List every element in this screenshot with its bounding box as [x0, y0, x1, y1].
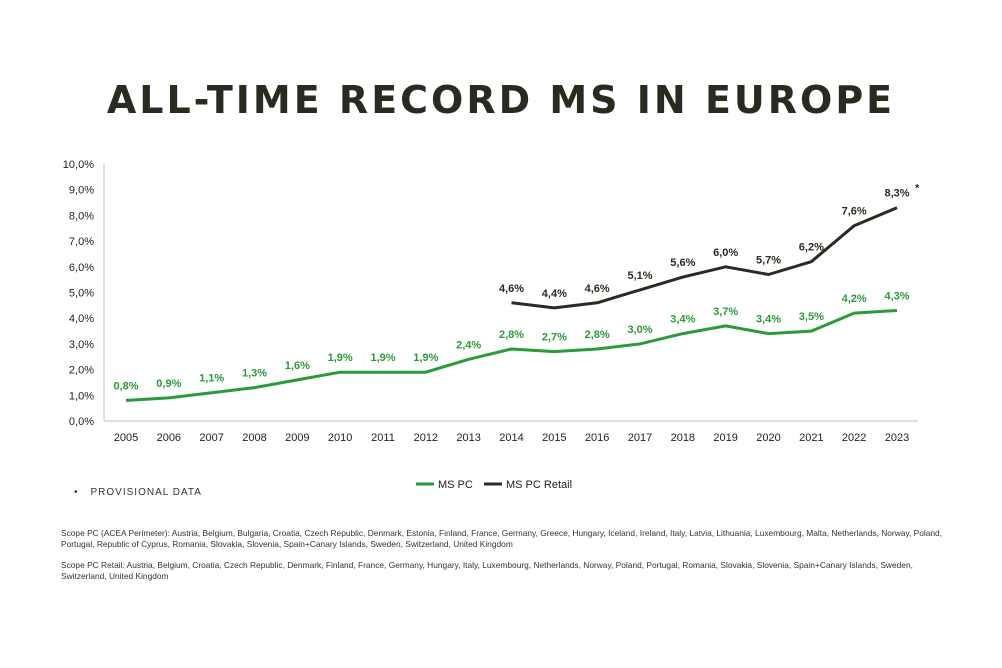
series-line-ms-pc-retail: [511, 206, 898, 310]
data-label: 2,8%: [585, 329, 610, 341]
x-tick-label: 2017: [628, 432, 652, 444]
data-label: 1,6%: [285, 360, 310, 372]
y-tick-label: 7,0%: [69, 236, 94, 248]
x-tick-label: 2013: [456, 432, 480, 444]
data-label: 5,1%: [627, 270, 652, 282]
series-line-ms-pc: [125, 309, 898, 402]
data-label: 2,7%: [542, 332, 567, 344]
y-tick-label: 10,0%: [63, 159, 94, 171]
x-tick-label: 2016: [585, 432, 609, 444]
legend-label: MS PC: [438, 479, 473, 491]
y-tick-label: 3,0%: [69, 339, 94, 351]
data-label: 4,6%: [499, 283, 524, 295]
data-label: 3,4%: [756, 314, 781, 326]
x-tick-label: 2021: [799, 432, 823, 444]
data-label: 5,7%: [756, 255, 781, 267]
x-tick-label: 2008: [242, 432, 266, 444]
data-label: 6,2%: [799, 242, 824, 254]
data-label: 5,6%: [670, 257, 695, 269]
data-label: 2,8%: [499, 329, 524, 341]
x-tick-label: 2023: [885, 432, 909, 444]
x-tick-label: 2014: [499, 432, 523, 444]
x-tick-label: 2006: [157, 432, 181, 444]
scope-pc-retail-text: Scope PC Retail: Austria, Belgium, Croat…: [61, 560, 913, 581]
data-label: 0,8%: [113, 380, 138, 392]
y-tick-label: 0,0%: [69, 416, 94, 428]
data-label: 1,9%: [370, 352, 395, 364]
data-label: 4,3%: [884, 290, 909, 302]
x-tick-label: 2015: [542, 432, 566, 444]
y-tick-label: 5,0%: [69, 288, 94, 300]
data-label: 3,4%: [670, 314, 695, 326]
data-label: 4,2%: [842, 293, 867, 305]
x-tick-label: 2022: [842, 432, 866, 444]
data-label: 2,4%: [456, 339, 481, 351]
data-label: 6,0%: [713, 247, 738, 259]
x-tick-label: 2009: [285, 432, 309, 444]
bullet: •: [74, 487, 79, 498]
x-tick-label: 2019: [713, 432, 737, 444]
x-tick-label: 2020: [756, 432, 780, 444]
y-tick-label: 1,0%: [69, 390, 94, 402]
data-label: 1,9%: [413, 352, 438, 364]
x-tick-label: 2011: [371, 432, 395, 444]
y-tick-label: 6,0%: [69, 262, 94, 274]
annotation-asterisk: *: [915, 183, 920, 195]
data-label: 8,3%: [884, 188, 909, 200]
data-label: 1,3%: [242, 368, 267, 380]
y-tick-label: 9,0%: [69, 185, 94, 197]
x-tick-label: 2005: [114, 432, 138, 444]
page-title: ALL-TIME RECORD MS IN EUROPE: [106, 78, 896, 122]
provisional-note-text: PROVISIONAL DATA: [90, 487, 202, 498]
data-label: 3,7%: [713, 306, 738, 318]
y-tick-label: 2,0%: [69, 365, 94, 377]
x-tick-label: 2012: [414, 432, 438, 444]
data-label: 7,6%: [842, 206, 867, 218]
x-tick-label: 2010: [328, 432, 352, 444]
data-label: 3,5%: [799, 311, 824, 323]
data-label: 3,0%: [627, 324, 652, 336]
data-label: 0,9%: [156, 378, 181, 390]
data-label: 1,9%: [328, 352, 353, 364]
y-tick-label: 4,0%: [69, 313, 94, 325]
data-label: 4,4%: [542, 288, 567, 300]
x-tick-label: 2018: [671, 432, 695, 444]
data-label: 4,6%: [585, 283, 610, 295]
legend-label: MS PC Retail: [506, 479, 572, 491]
y-tick-label: 8,0%: [69, 210, 94, 222]
data-label: 1,1%: [199, 373, 224, 385]
x-tick-label: 2007: [199, 432, 223, 444]
provisional-note: • PROVISIONAL DATA: [74, 487, 202, 498]
scope-pc-text: Scope PC (ACEA Perimeter): Austria, Belg…: [61, 528, 943, 549]
